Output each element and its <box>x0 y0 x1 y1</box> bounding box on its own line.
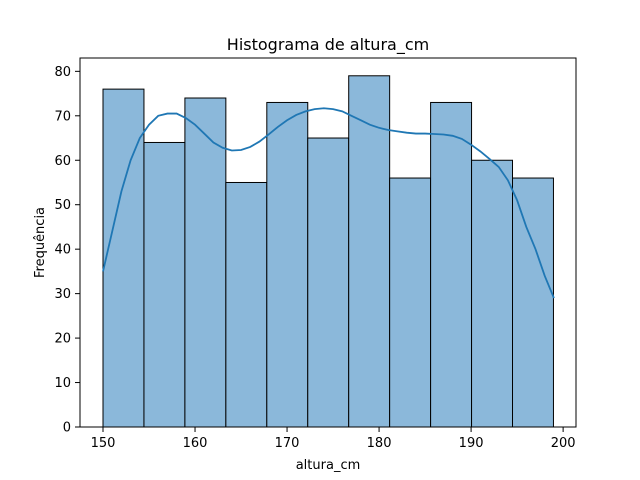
y-tick-label: 30 <box>54 287 71 302</box>
y-tick-label: 40 <box>54 243 71 258</box>
axes-frame <box>79 57 577 428</box>
histogram-bar <box>512 177 554 428</box>
y-tick-label: 80 <box>54 65 71 80</box>
chart-title: Histograma de altura_cm <box>227 35 429 55</box>
y-axis-label: Frequência <box>33 207 48 278</box>
y-tick-label: 70 <box>54 109 71 124</box>
x-tick-label: 200 <box>551 436 576 451</box>
x-axis-label: altura_cm <box>296 458 361 473</box>
y-tick-label: 0 <box>63 421 71 436</box>
histogram-bars <box>102 75 554 428</box>
y-axis-ticks: 0 10 20 30 40 50 60 70 80 <box>54 65 80 436</box>
histogram-bar <box>102 88 145 428</box>
histogram-bar <box>430 101 473 428</box>
histogram-bar <box>184 97 227 428</box>
x-tick-label: 150 <box>91 436 116 451</box>
histogram-bar <box>225 181 268 428</box>
histogram-bar <box>143 141 186 428</box>
kde-curve <box>102 107 555 299</box>
histogram-bar <box>307 137 350 428</box>
x-tick-label: 180 <box>367 436 392 451</box>
histogram-bar <box>266 101 309 428</box>
y-tick-label: 60 <box>54 154 71 169</box>
x-axis-ticks: 150 160 170 180 190 200 <box>91 427 576 451</box>
histogram-bar <box>389 177 432 428</box>
y-tick-label: 50 <box>54 198 71 213</box>
y-tick-label: 20 <box>54 332 71 347</box>
y-tick-label: 10 <box>54 376 71 391</box>
x-tick-label: 190 <box>459 436 484 451</box>
histogram-bar <box>471 159 514 428</box>
x-tick-label: 170 <box>275 436 300 451</box>
x-tick-label: 160 <box>183 436 208 451</box>
histogram-bar <box>348 75 391 428</box>
